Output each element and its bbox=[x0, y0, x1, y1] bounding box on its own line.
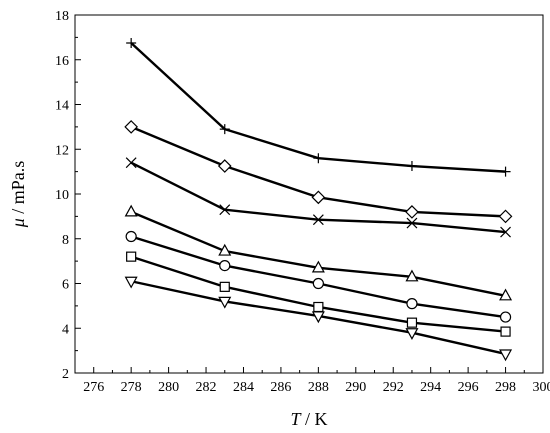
data-point bbox=[218, 243, 232, 256]
series-cross bbox=[125, 157, 511, 238]
y-axis-variable: μ bbox=[8, 218, 28, 228]
data-point bbox=[217, 159, 232, 173]
x-axis-title: T / K bbox=[290, 409, 327, 429]
data-point bbox=[312, 277, 324, 290]
x-tick-label: 286 bbox=[270, 380, 291, 395]
y-tick-label: 10 bbox=[55, 188, 69, 203]
x-tick-label: 276 bbox=[83, 380, 104, 395]
data-point bbox=[405, 328, 419, 340]
data-point bbox=[219, 124, 230, 135]
data-point bbox=[499, 311, 512, 323]
data-point bbox=[500, 326, 511, 337]
x-tick-label: 292 bbox=[383, 380, 404, 395]
data-point bbox=[219, 281, 230, 292]
data-point bbox=[500, 166, 511, 177]
data-point bbox=[406, 317, 418, 328]
series-circle bbox=[125, 230, 512, 323]
data-point bbox=[219, 204, 231, 216]
data-point bbox=[406, 217, 418, 229]
x-tick-label: 284 bbox=[233, 380, 254, 395]
x-tick-label: 296 bbox=[458, 380, 479, 395]
x-tick-label: 278 bbox=[121, 380, 142, 395]
data-point bbox=[125, 230, 137, 243]
y-axis-unit: / mPa.s bbox=[8, 161, 28, 219]
data-point bbox=[311, 311, 325, 324]
y-tick-label: 4 bbox=[62, 322, 69, 337]
series-triangle-down bbox=[124, 276, 513, 362]
data-point bbox=[313, 301, 324, 313]
x-axis-unit: / K bbox=[301, 409, 328, 429]
x-tick-label: 280 bbox=[158, 380, 179, 395]
y-axis-title: μ / mPa.s bbox=[8, 161, 28, 229]
series-plus bbox=[126, 37, 511, 177]
data-point bbox=[311, 190, 326, 205]
x-tick-label: 298 bbox=[495, 380, 516, 395]
data-point bbox=[125, 157, 137, 169]
data-point bbox=[500, 226, 511, 238]
data-point bbox=[406, 161, 417, 172]
axes-layer: 276 278 280 282 284 286 288 290 292 294 296 298 3002… bbox=[55, 9, 550, 395]
data-point bbox=[126, 37, 137, 48]
data-point bbox=[498, 209, 513, 224]
series-diamond bbox=[124, 120, 513, 224]
x-axis-variable: T bbox=[290, 409, 302, 429]
x-tick-label: 282 bbox=[196, 380, 217, 395]
y-tick-label: 12 bbox=[55, 143, 69, 158]
data-point bbox=[499, 349, 513, 362]
x-tick-label: 288 bbox=[308, 380, 329, 395]
data-point bbox=[405, 269, 419, 282]
data-point bbox=[405, 205, 419, 219]
data-point bbox=[311, 260, 325, 273]
data-point bbox=[124, 204, 138, 217]
data-point bbox=[219, 260, 231, 272]
x-tick-label: 290 bbox=[345, 380, 366, 395]
y-tick-label: 2 bbox=[62, 367, 69, 382]
series-line bbox=[130, 42, 506, 173]
series-layer bbox=[124, 37, 513, 362]
y-tick-label: 8 bbox=[62, 233, 69, 248]
data-point bbox=[499, 288, 513, 301]
y-tick-label: 14 bbox=[55, 99, 69, 114]
x-tick-label: 300 bbox=[533, 380, 550, 395]
series-triangle-up bbox=[124, 204, 513, 301]
data-point bbox=[312, 214, 324, 226]
y-tick-label: 16 bbox=[55, 54, 69, 69]
data-point bbox=[218, 296, 232, 309]
y-tick-label: 6 bbox=[62, 278, 69, 293]
y-tick-label: 18 bbox=[55, 9, 69, 24]
data-point bbox=[124, 120, 139, 134]
data-point bbox=[126, 251, 137, 262]
data-point bbox=[406, 298, 418, 310]
series-square bbox=[126, 251, 511, 337]
x-tick-label: 294 bbox=[420, 380, 441, 395]
data-point bbox=[124, 276, 138, 289]
data-point bbox=[313, 153, 324, 164]
